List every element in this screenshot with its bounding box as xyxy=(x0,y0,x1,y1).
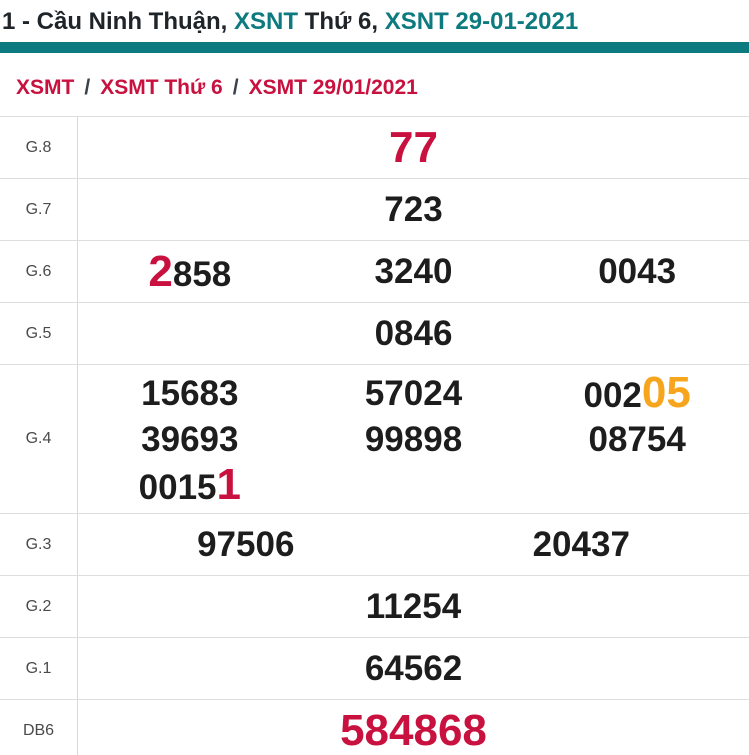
number-segment: 39693 xyxy=(141,419,239,459)
prize-number: 00151 xyxy=(78,463,302,507)
breadcrumb-link-xsmt-date[interactable]: XSMT 29/01/2021 xyxy=(248,76,418,99)
table-row-g1: G.1 64562 xyxy=(0,638,749,700)
title-link-xsnt-date[interactable]: XSNT 29-01-2021 xyxy=(384,8,579,35)
prize-label: DB6 xyxy=(0,700,78,755)
prize-number: 00205 xyxy=(525,371,749,415)
number-segment: 97506 xyxy=(197,525,295,564)
number-segment: 08754 xyxy=(588,419,686,459)
prize-label: G.6 xyxy=(0,241,78,302)
number-segment: 57024 xyxy=(364,373,463,413)
number-segment: 002 xyxy=(583,376,642,415)
number-segment: 99898 xyxy=(364,419,463,459)
prize-label: G.3 xyxy=(0,514,78,575)
prize-number: 64562 xyxy=(78,651,749,686)
breadcrumb-link-xsmt[interactable]: XSMT xyxy=(16,76,75,99)
prize-number: 723 xyxy=(78,192,749,227)
prize-number: 11254 xyxy=(78,589,749,624)
prize-label: G.7 xyxy=(0,179,78,240)
prize-number: 3240 xyxy=(302,254,526,289)
table-row-g3: G.3 97506 20437 xyxy=(0,514,749,576)
prize-number: 584868 xyxy=(78,705,749,755)
prize-number: 0846 xyxy=(78,316,749,351)
prize-label: G.1 xyxy=(0,638,78,699)
prize-label: G.5 xyxy=(0,303,78,364)
prize-number: 99898 xyxy=(302,422,526,457)
table-row-g8: G.8 77 xyxy=(0,117,749,179)
number-segment: 0043 xyxy=(598,252,677,291)
prize-number: 97506 xyxy=(78,527,414,562)
highlighted-digits: 1 xyxy=(216,460,241,509)
highlighted-digits: 05 xyxy=(641,368,691,417)
prize-number: 08754 xyxy=(525,422,749,457)
breadcrumb-link-xsmt-thu6[interactable]: XSMT Thứ 6 xyxy=(100,76,223,99)
table-row-g2: G.2 11254 xyxy=(0,576,749,638)
table-row-g7: G.7 723 xyxy=(0,179,749,241)
table-row-g5: G.5 0846 xyxy=(0,303,749,365)
number-segment: 64562 xyxy=(364,649,463,688)
table-row-g6: G.6 2858 3240 0043 xyxy=(0,241,749,303)
prize-label: G.8 xyxy=(0,117,78,178)
number-segment: 723 xyxy=(384,190,443,229)
highlighted-digits: 2 xyxy=(148,246,173,296)
prize-number: 20437 xyxy=(414,527,749,562)
number-segment: 3240 xyxy=(374,252,453,291)
prize-number: 57024 xyxy=(302,376,526,411)
table-row-g4: G.4 15683 57024 00205 39693 99898 08754 … xyxy=(0,365,749,514)
highlighted-digits: 584868 xyxy=(340,705,487,755)
number-segment: 20437 xyxy=(532,525,630,564)
title-text-weekday: Thứ 6, xyxy=(298,8,385,35)
number-segment: 0846 xyxy=(374,314,453,353)
page-title: 1 - Cầu Ninh Thuận, XSNT Thứ 6, XSNT 29-… xyxy=(0,0,749,37)
title-link-xsnt[interactable]: XSNT xyxy=(234,8,299,35)
prize-number: 39693 xyxy=(78,422,302,457)
prize-label: G.2 xyxy=(0,576,78,637)
number-segment: 858 xyxy=(172,254,232,294)
table-row-db6: DB6 584868 xyxy=(0,700,749,755)
breadcrumb-separator: / xyxy=(84,76,91,99)
prize-number: 15683 xyxy=(78,376,302,411)
breadcrumb: XSMT / XSMT Thứ 6 / XSMT 29/01/2021 xyxy=(0,53,749,100)
title-text-prefix: 1 - Cầu Ninh Thuận, xyxy=(2,8,234,35)
number-segment: 0015 xyxy=(138,468,217,507)
lottery-table: G.8 77 G.7 723 G.6 2858 3240 xyxy=(0,116,749,755)
accent-bar xyxy=(0,42,749,53)
prize-number: 0043 xyxy=(525,254,749,289)
highlighted-digits: 77 xyxy=(389,122,438,172)
number-segment: 15683 xyxy=(141,373,239,413)
number-segment: 11254 xyxy=(365,587,462,626)
prize-number: 77 xyxy=(78,122,749,172)
prize-label: G.4 xyxy=(0,365,78,513)
prize-number: 2858 xyxy=(78,246,302,296)
breadcrumb-separator: / xyxy=(232,76,239,99)
